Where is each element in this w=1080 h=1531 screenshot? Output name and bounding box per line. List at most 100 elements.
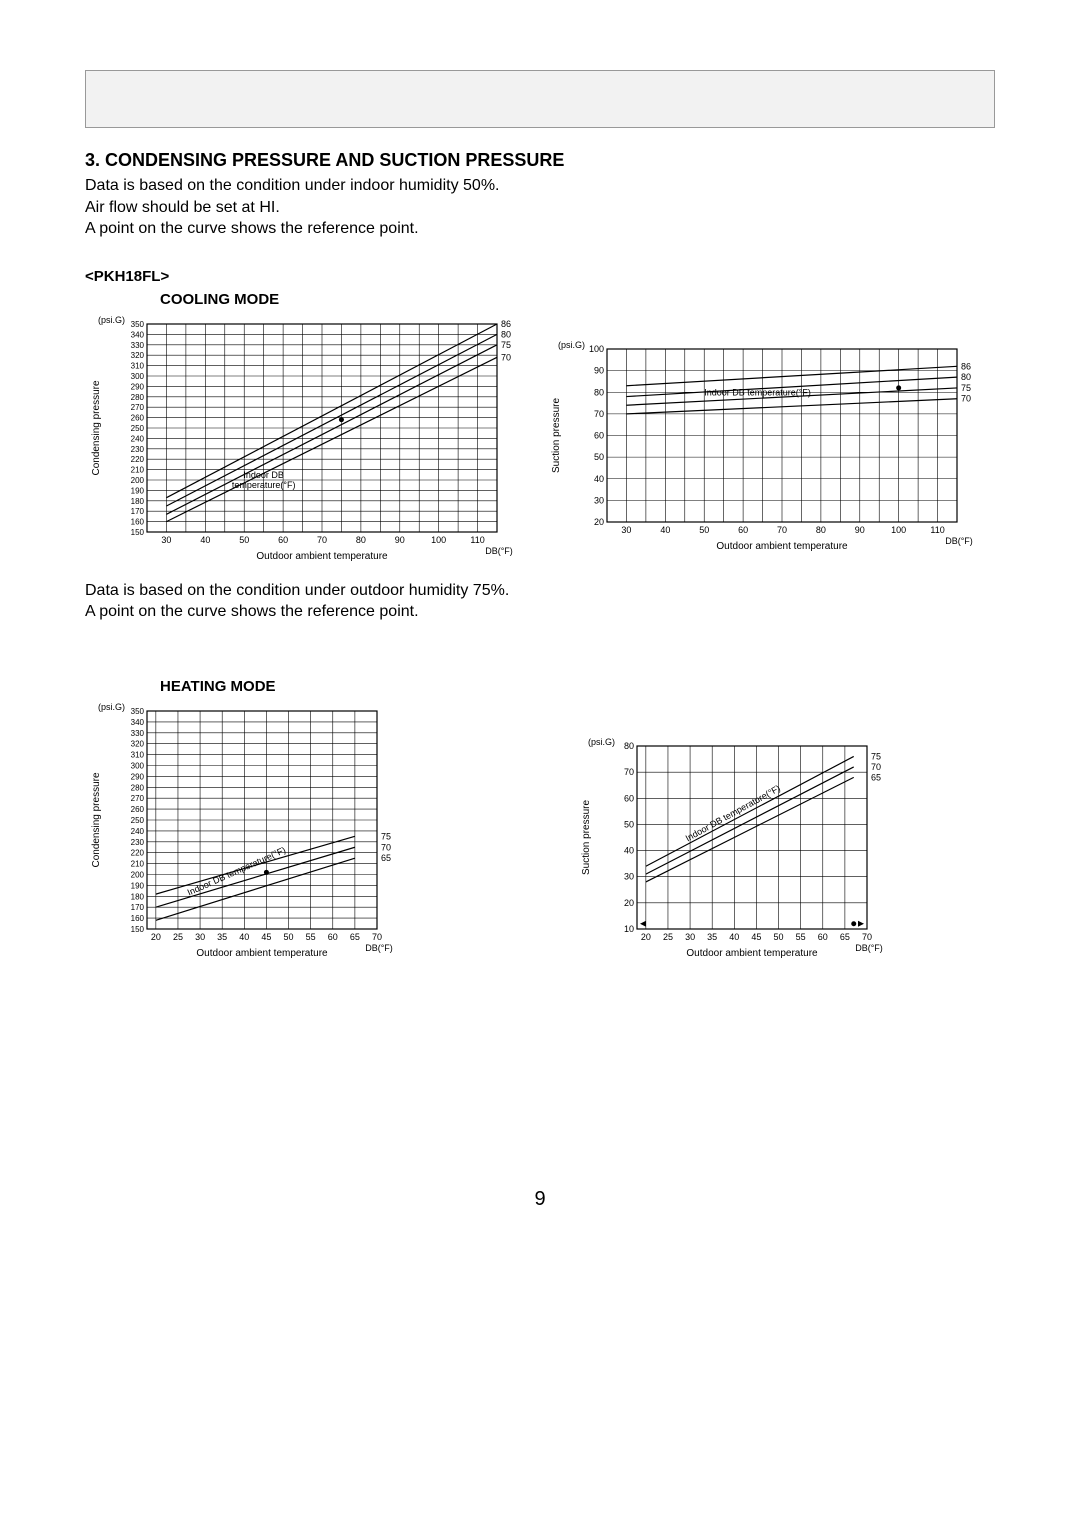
svg-text:350: 350 xyxy=(131,320,145,329)
page-number: 9 xyxy=(534,1188,545,1211)
svg-text:250: 250 xyxy=(131,816,145,825)
svg-text:300: 300 xyxy=(131,761,145,770)
svg-text:220: 220 xyxy=(131,455,145,464)
svg-text:20: 20 xyxy=(624,898,634,908)
svg-text:10: 10 xyxy=(624,924,634,934)
svg-text:Indoor DB temperature(°F): Indoor DB temperature(°F) xyxy=(704,387,811,397)
svg-text:70: 70 xyxy=(594,409,604,419)
heating-mode-label: HEATING MODE xyxy=(160,678,995,695)
svg-text:210: 210 xyxy=(131,465,145,474)
model-label: <PKH18FL> xyxy=(85,268,995,285)
svg-text:50: 50 xyxy=(699,525,709,535)
svg-text:Condensing pressure: Condensing pressure xyxy=(91,380,102,475)
svg-text:350: 350 xyxy=(131,707,145,716)
svg-text:80: 80 xyxy=(501,329,511,339)
svg-text:260: 260 xyxy=(131,413,145,422)
svg-text:100: 100 xyxy=(431,535,446,545)
svg-text:65: 65 xyxy=(840,932,850,942)
svg-text:50: 50 xyxy=(239,535,249,545)
svg-text:330: 330 xyxy=(131,341,145,350)
svg-text:20: 20 xyxy=(594,517,604,527)
svg-text:60: 60 xyxy=(818,932,828,942)
svg-text:60: 60 xyxy=(594,430,604,440)
svg-text:90: 90 xyxy=(395,535,405,545)
svg-text:65: 65 xyxy=(350,932,360,942)
svg-text:250: 250 xyxy=(131,424,145,433)
svg-text:70: 70 xyxy=(317,535,327,545)
svg-text:Outdoor ambient temperature: Outdoor ambient temperature xyxy=(686,948,818,959)
svg-text:80: 80 xyxy=(961,372,971,382)
svg-text:50: 50 xyxy=(624,819,634,829)
svg-text:240: 240 xyxy=(131,434,145,443)
svg-text:150: 150 xyxy=(131,528,145,537)
svg-text:90: 90 xyxy=(855,525,865,535)
section-title: 3. CONDENSING PRESSURE AND SUCTION PRESS… xyxy=(85,150,995,171)
svg-text:45: 45 xyxy=(261,932,271,942)
svg-text:50: 50 xyxy=(774,932,784,942)
svg-text:DB(°F): DB(°F) xyxy=(485,546,513,556)
cooling-condensing-chart: 3040506070809010011015016017018019020021… xyxy=(85,312,525,562)
svg-text:300: 300 xyxy=(131,372,145,381)
header-bar xyxy=(85,70,995,128)
svg-text:65: 65 xyxy=(871,772,881,782)
svg-text:Outdoor ambient temperature: Outdoor ambient temperature xyxy=(716,541,848,552)
svg-text:50: 50 xyxy=(284,932,294,942)
svg-text:70: 70 xyxy=(871,762,881,772)
svg-text:75: 75 xyxy=(501,340,511,350)
svg-text:(psi.G): (psi.G) xyxy=(588,737,615,747)
svg-text:240: 240 xyxy=(131,827,145,836)
svg-text:40: 40 xyxy=(624,846,634,856)
svg-text:110: 110 xyxy=(470,535,484,545)
svg-text:45: 45 xyxy=(751,932,761,942)
svg-text:35: 35 xyxy=(707,932,717,942)
svg-text:25: 25 xyxy=(663,932,673,942)
svg-text:80: 80 xyxy=(356,535,366,545)
svg-text:270: 270 xyxy=(131,403,145,412)
svg-text:30: 30 xyxy=(621,525,631,535)
svg-text:60: 60 xyxy=(624,793,634,803)
svg-text:35: 35 xyxy=(217,932,227,942)
svg-text:Suction pressure: Suction pressure xyxy=(581,800,592,875)
svg-text:25: 25 xyxy=(173,932,183,942)
svg-text:70: 70 xyxy=(501,352,511,362)
svg-text:280: 280 xyxy=(131,393,145,402)
svg-text:75: 75 xyxy=(381,831,391,841)
heating-condensing-chart: 2025303540455055606570150160170180190200… xyxy=(85,699,405,959)
svg-text:230: 230 xyxy=(131,445,145,454)
svg-text:20: 20 xyxy=(641,932,651,942)
svg-text:70: 70 xyxy=(862,932,872,942)
svg-text:260: 260 xyxy=(131,805,145,814)
svg-text:60: 60 xyxy=(328,932,338,942)
svg-text:180: 180 xyxy=(131,892,145,901)
svg-text:Suction pressure: Suction pressure xyxy=(551,397,562,472)
cooling-suction-chart: 3040506070809010011020304050607080901007… xyxy=(545,337,985,552)
svg-text:320: 320 xyxy=(131,351,145,360)
svg-text:190: 190 xyxy=(131,881,145,890)
cool-note-2: Air flow should be set at HI. xyxy=(85,197,995,219)
svg-text:230: 230 xyxy=(131,838,145,847)
svg-text:210: 210 xyxy=(131,860,145,869)
svg-text:Indoor DB temperature(°F): Indoor DB temperature(°F) xyxy=(684,783,782,843)
svg-text:310: 310 xyxy=(131,751,145,760)
svg-text:30: 30 xyxy=(624,872,634,882)
svg-text:30: 30 xyxy=(685,932,695,942)
svg-text:75: 75 xyxy=(871,751,881,761)
svg-text:60: 60 xyxy=(738,525,748,535)
svg-text:70: 70 xyxy=(372,932,382,942)
svg-text:86: 86 xyxy=(961,361,971,371)
svg-text:DB(°F): DB(°F) xyxy=(365,943,393,953)
svg-text:50: 50 xyxy=(594,452,604,462)
svg-text:75: 75 xyxy=(961,383,971,393)
svg-text:190: 190 xyxy=(131,486,145,495)
svg-text:65: 65 xyxy=(381,853,391,863)
svg-text:DB(°F): DB(°F) xyxy=(945,536,973,546)
svg-text:Condensing pressure: Condensing pressure xyxy=(91,772,102,867)
svg-text:(psi.G): (psi.G) xyxy=(98,702,125,712)
svg-text:70: 70 xyxy=(624,767,634,777)
svg-text:200: 200 xyxy=(131,476,145,485)
svg-text:170: 170 xyxy=(131,507,145,516)
svg-text:(psi.G): (psi.G) xyxy=(98,315,125,325)
heat-note-2: A point on the curve shows the reference… xyxy=(85,601,995,623)
svg-text:40: 40 xyxy=(594,474,604,484)
svg-text:340: 340 xyxy=(131,330,145,339)
